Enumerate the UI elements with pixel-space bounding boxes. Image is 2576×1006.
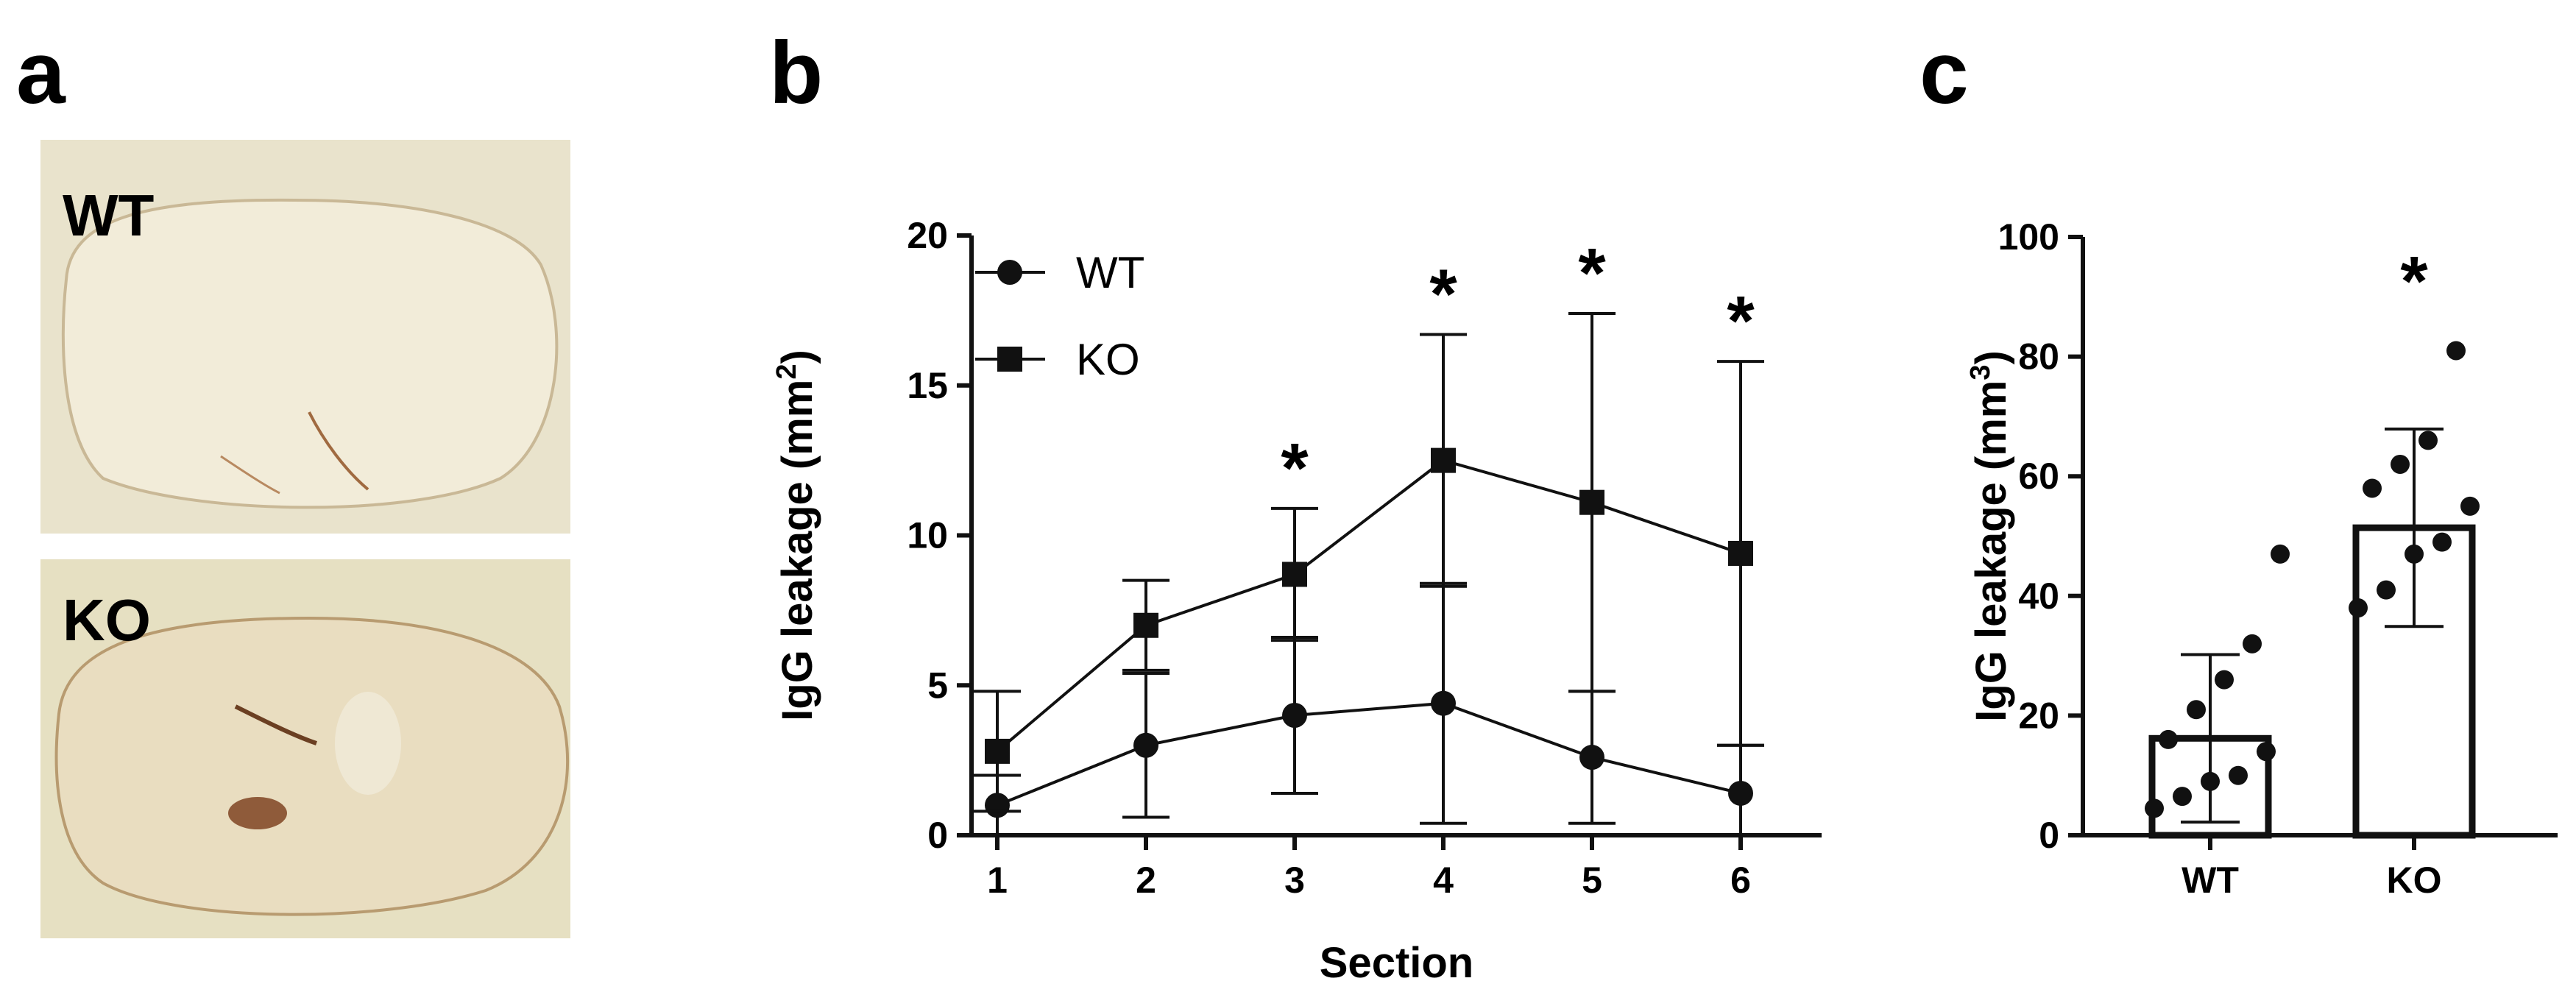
x-tick-label: KO xyxy=(2387,860,2442,901)
data-point xyxy=(2460,496,2480,516)
y-tick-label: 5 xyxy=(927,665,948,706)
ko-image-label: KO xyxy=(63,587,151,653)
wt-brain-image: WT xyxy=(40,140,570,534)
y-tick-label: 0 xyxy=(927,815,948,856)
data-point xyxy=(2159,729,2178,749)
x-tick-label: 1 xyxy=(987,860,1008,901)
legend: WT KO xyxy=(975,248,1144,384)
series-wt xyxy=(974,581,1764,837)
x-tick-label: 2 xyxy=(1136,860,1156,901)
data-point xyxy=(2173,787,2192,807)
ko-ventricle xyxy=(335,692,401,795)
y-tick-label: 40 xyxy=(2018,575,2059,617)
legend-label: WT xyxy=(1076,248,1144,297)
data-point xyxy=(2257,742,2276,762)
panel-a-letter: a xyxy=(16,24,66,122)
x-tick-label: WT xyxy=(2182,860,2239,901)
data-point xyxy=(1728,780,1753,806)
series-line xyxy=(996,458,1741,753)
series-line xyxy=(997,701,1741,807)
y-tick-label: 100 xyxy=(1998,216,2059,258)
data-point xyxy=(1282,562,1307,587)
data-point xyxy=(2229,765,2248,785)
data-point xyxy=(2187,700,2206,720)
significance-star: * xyxy=(2400,242,2428,321)
x-tick-label: 5 xyxy=(1582,860,1602,901)
data-point xyxy=(1579,489,1604,515)
line-chart: 0 5 10 15 20 1 2 3 4 5 6 Section IgG leakage (mm2) WT… xyxy=(771,215,1822,987)
panel-b-letter: b xyxy=(769,24,823,122)
data-point xyxy=(2271,544,2290,564)
significance-star: * xyxy=(1578,234,1606,313)
y-axis-title: IgG leakage (mm2) xyxy=(771,350,821,721)
significance-star: * xyxy=(1281,429,1309,508)
data-point xyxy=(1431,447,1456,473)
data-point xyxy=(2432,532,2452,552)
legend-marker xyxy=(997,347,1022,372)
wt-stain-line xyxy=(308,411,369,491)
ko-stain-spot xyxy=(228,797,287,829)
panel-c-letter: c xyxy=(1919,24,1969,122)
data-point xyxy=(1728,540,1753,566)
y-tick-label: 15 xyxy=(907,365,948,406)
data-point xyxy=(985,738,1010,764)
data-point xyxy=(1133,612,1158,638)
bar-chart: 0 20 40 60 80 100 IgG leakage (mm3) WT KO * xyxy=(1965,216,2558,901)
significance-star: * xyxy=(1727,282,1755,361)
x-tick-label: 4 xyxy=(1433,860,1454,901)
data-point xyxy=(2349,598,2368,618)
y-tick-label: 20 xyxy=(907,215,948,256)
data-point xyxy=(2243,634,2262,653)
data-point xyxy=(1431,690,1456,716)
data-point xyxy=(2405,544,2424,564)
ko-brain-section xyxy=(54,616,570,916)
data-point xyxy=(1579,745,1604,771)
data-point xyxy=(1282,703,1307,728)
y-axis-title: IgG leakage (mm3) xyxy=(1965,350,2015,722)
ko-brain-image: KO xyxy=(40,559,570,938)
wt-stain-line-2 xyxy=(220,455,280,495)
data-point xyxy=(1133,732,1158,758)
data-point xyxy=(2363,478,2382,498)
legend-label: KO xyxy=(1076,335,1140,384)
y-tick-label: 10 xyxy=(907,515,948,556)
data-point xyxy=(2201,771,2220,791)
x-axis-title: Section xyxy=(1320,939,1474,987)
data-point xyxy=(2145,798,2164,818)
x-tick-label: 6 xyxy=(1730,860,1751,901)
series-ko xyxy=(974,311,1764,813)
y-tick-label: 80 xyxy=(2018,336,2059,378)
ko-stain-line xyxy=(234,704,317,745)
data-point xyxy=(2391,454,2410,474)
y-tick-label: 20 xyxy=(2018,695,2059,736)
data-point xyxy=(2377,580,2396,600)
y-tick-label: 0 xyxy=(2039,815,2059,856)
data-point xyxy=(2215,670,2234,690)
x-tick-label: 3 xyxy=(1284,860,1305,901)
legend-marker xyxy=(997,260,1022,285)
data-point xyxy=(2446,341,2466,361)
y-tick-label: 60 xyxy=(2018,456,2059,497)
significance-star: * xyxy=(1429,255,1457,333)
data-point xyxy=(2418,431,2438,450)
wt-brain-section xyxy=(61,198,559,509)
wt-image-label: WT xyxy=(63,183,155,248)
